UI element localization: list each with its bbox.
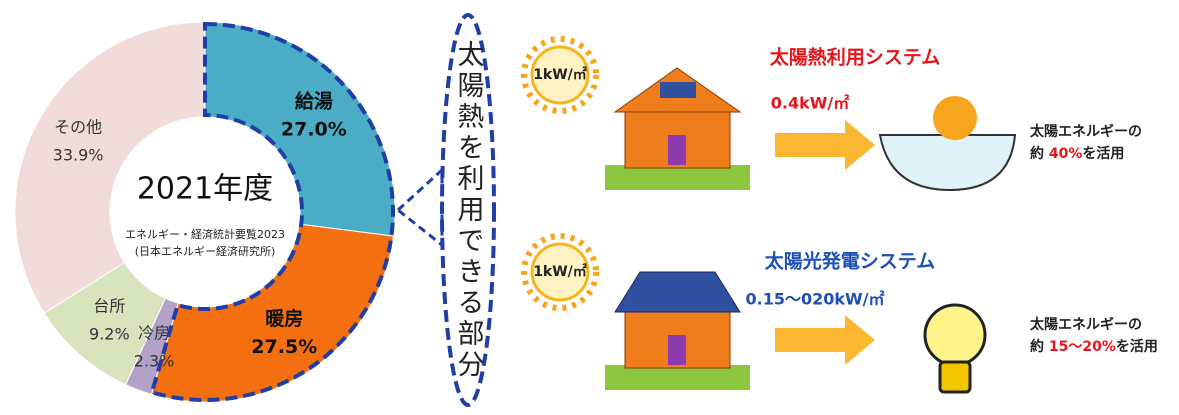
sun-rays	[521, 36, 599, 114]
slice-label: 給湯	[295, 90, 333, 113]
value-label: 9.2%	[89, 324, 130, 343]
bulb	[923, 303, 987, 394]
annotation-frame	[440, 13, 496, 407]
note: 約 40%を活用	[1030, 145, 1124, 162]
house	[605, 67, 750, 190]
value-label: 27.0%	[281, 119, 347, 141]
donut-hole	[110, 117, 300, 307]
slice-label: 冷房	[138, 323, 170, 342]
donut	[14, 21, 396, 403]
solar-collector	[660, 82, 696, 98]
lawn	[605, 165, 750, 190]
highlight	[149, 21, 395, 402]
note-prefix: 約	[1030, 338, 1049, 355]
system-title: 太陽光発電システム	[765, 250, 935, 273]
highlight-frame	[149, 21, 395, 402]
house	[605, 271, 750, 390]
system-output: 0.15～020kW/㎡	[745, 290, 884, 309]
lawn	[605, 365, 750, 390]
note-highlight: 15～20%	[1049, 339, 1116, 355]
door	[668, 135, 686, 165]
sun-body	[530, 242, 590, 302]
sun-body	[530, 45, 590, 105]
bulb-glass	[923, 303, 987, 367]
note-prefix: 約	[1030, 145, 1049, 162]
note: 約 15～20%を活用	[1030, 338, 1158, 355]
bathtub	[878, 96, 1017, 192]
solar-input: 1kW/㎡	[533, 263, 587, 280]
bulb-base	[938, 360, 972, 394]
sun-bathing	[933, 96, 977, 140]
arrow	[775, 120, 875, 170]
sun-rays	[521, 233, 599, 311]
tub	[878, 134, 1017, 192]
slice-label: その他	[54, 117, 102, 136]
solar-input: 1kW/㎡	[533, 66, 587, 83]
source: エネルギー・経済統計要覧2023	[125, 227, 285, 241]
sun: 1kW/㎡	[521, 233, 599, 311]
note: 太陽エネルギーの	[1030, 123, 1142, 140]
system-title: 太陽熱利用システム	[770, 46, 940, 69]
source: (日本エネルギー経済研究所)	[135, 244, 276, 258]
note-suffix: を活用	[1082, 145, 1124, 162]
value-label: 27.5%	[251, 336, 317, 358]
center-title: 2021年度	[137, 172, 273, 207]
door	[668, 335, 686, 365]
annotation: 太陽熱を利用できる部分	[452, 39, 484, 381]
arrow	[775, 315, 875, 365]
sun: 1kW/㎡	[521, 36, 599, 114]
slice-label: 暖房	[265, 307, 303, 330]
value-label: 2.3%	[134, 351, 175, 370]
note-suffix: を活用	[1116, 338, 1158, 355]
slice-label: 台所	[93, 296, 125, 315]
value-label: 33.9%	[53, 145, 104, 164]
solar-panels	[614, 271, 741, 313]
connector	[396, 166, 444, 249]
system-output: 0.4kW/㎡	[771, 94, 849, 113]
note: 太陽エネルギーの	[1030, 316, 1142, 333]
note-highlight: 40%	[1049, 146, 1083, 162]
